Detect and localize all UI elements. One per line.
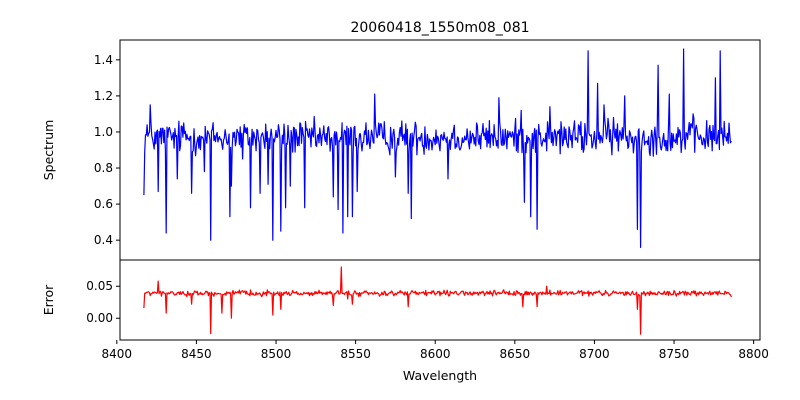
error-y-tick-label: 0.00	[86, 311, 113, 325]
chart-title: 20060418_1550m08_081	[350, 20, 529, 36]
spectrum-y-tick-label: 0.4	[94, 233, 113, 247]
error-axes-frame	[119, 259, 761, 341]
error-line	[143, 266, 732, 335]
spectrum-line	[143, 48, 732, 248]
spectrum-y-tick-label: 0.8	[94, 161, 113, 175]
spectrum-y-tick-label: 1.0	[94, 125, 113, 139]
x-tick-label: 8600	[420, 347, 451, 361]
spectrum-y-tick-label: 1.4	[94, 53, 113, 67]
x-tick-label: 8500	[261, 347, 292, 361]
spectrum-series	[143, 48, 732, 248]
x-tick-label: 8700	[579, 347, 610, 361]
x-axis-label: Wavelength	[403, 368, 477, 383]
error-y-label: Error	[41, 284, 56, 315]
error-y-tick-label: 0.05	[86, 279, 113, 293]
x-tick-label: 8750	[659, 347, 690, 361]
x-tick-label: 8450	[181, 347, 212, 361]
error-y-ticks: 0.00 0.05	[86, 279, 120, 325]
spectrum-y-tick-label: 0.6	[94, 197, 113, 211]
x-ticks: 8400 8450 8500 8550 8600 8650 8700 8750 8800	[102, 340, 769, 361]
x-tick-label: 8800	[738, 347, 769, 361]
x-tick-label: 8400	[102, 347, 133, 361]
spectrum-y-tick-label: 1.2	[94, 89, 113, 103]
spectrum-y-label: Spectrum	[41, 120, 56, 181]
x-tick-label: 8650	[500, 347, 531, 361]
x-tick-label: 8550	[340, 347, 371, 361]
error-series	[143, 266, 732, 335]
panel-error: 0.00 0.05 Error	[41, 259, 761, 341]
spectrum-y-ticks: 0.4 0.6 0.8 1.0 1.2 1.4	[94, 53, 120, 247]
panel-spectrum: 0.4 0.6 0.8 1.0 1.2 1.4 Spectrum	[41, 39, 761, 261]
